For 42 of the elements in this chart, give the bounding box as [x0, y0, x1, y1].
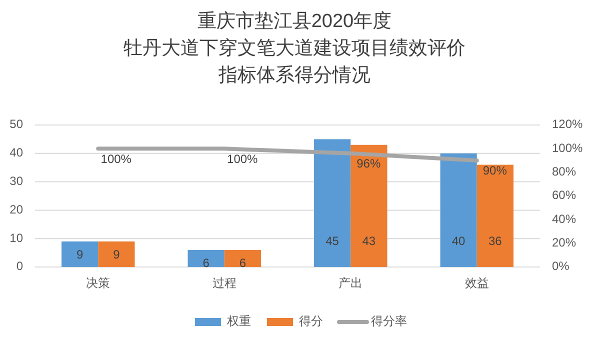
bar [224, 250, 261, 267]
data-label: 100% [100, 152, 132, 166]
y-tick-label: 0 [16, 259, 24, 274]
y2-tick-label: 60% [552, 188, 576, 202]
y2-tick-label: 120% [552, 117, 584, 132]
y-tick-label: 20 [10, 202, 24, 216]
y-tick-label: 10 [10, 230, 24, 245]
bar [62, 241, 98, 267]
data-label: 96% [356, 156, 381, 171]
legend-label: 得分率 [371, 314, 407, 328]
x-tick-label: 效益 [464, 276, 489, 290]
x-tick-label: 过程 [212, 276, 236, 290]
data-label: 9 [113, 248, 120, 262]
y-tick-label: 40 [10, 146, 24, 160]
y2-tick-label: 100% [552, 140, 584, 155]
y2-tick-label: 40% [552, 212, 576, 226]
data-label: 45 [326, 234, 340, 248]
bar [188, 250, 224, 267]
data-label: 43 [362, 234, 376, 248]
bar [440, 153, 477, 267]
data-label: 40 [452, 234, 466, 248]
bar [476, 164, 514, 267]
data-label: 6 [202, 256, 210, 270]
x-tick-label: 产出 [338, 276, 363, 290]
y2-tick-label: 20% [552, 236, 576, 250]
x-tick-label: 决策 [86, 276, 110, 290]
y2-tick-label: 0% [552, 259, 570, 274]
y-tick-label: 30 [10, 174, 24, 188]
bar [98, 241, 135, 267]
data-label: 6 [239, 256, 246, 270]
legend-label: 权重 [226, 314, 251, 328]
bar [350, 144, 388, 267]
data-label: 100% [227, 152, 258, 166]
bar [314, 139, 351, 267]
data-label: 9 [76, 248, 84, 262]
y2-tick-label: 80% [552, 164, 576, 179]
data-label: 90% [482, 164, 508, 178]
legend-label: 得分 [299, 314, 323, 328]
chart-subtitle: 牡丹大道下穿文笔大道建设项目绩效评价指标体系得分情况 [124, 37, 466, 86]
chart-title: 重庆市垫江县2020年度 [197, 10, 392, 32]
data-label: 36 [488, 234, 502, 248]
y-tick-label: 50 [10, 117, 24, 132]
